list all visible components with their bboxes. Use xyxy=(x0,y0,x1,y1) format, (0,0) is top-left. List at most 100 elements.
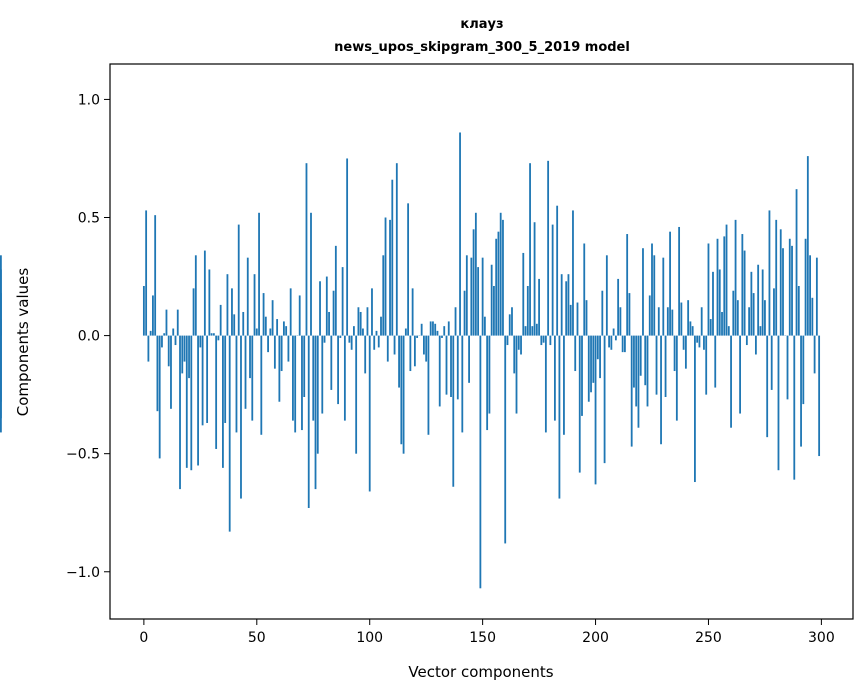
bar-40 xyxy=(233,314,236,336)
bar-126 xyxy=(427,335,430,435)
bar-107 xyxy=(384,217,387,336)
bar-47 xyxy=(249,335,251,379)
bar-76 xyxy=(314,335,317,490)
bar-44 xyxy=(242,311,245,336)
x-tick-label-300: 300 xyxy=(808,630,835,646)
bar-58 xyxy=(273,335,276,369)
bar-84 xyxy=(332,290,335,336)
bar-222 xyxy=(644,335,647,386)
bar-116 xyxy=(404,328,407,336)
bar-244 xyxy=(694,335,696,483)
bar-279 xyxy=(773,288,775,336)
bar-78 xyxy=(319,281,321,336)
bar-23 xyxy=(194,255,197,336)
bar-226 xyxy=(653,255,656,336)
bar-224 xyxy=(648,295,651,336)
bar-201 xyxy=(596,335,599,360)
bar-90 xyxy=(346,158,349,336)
x-tick-label-150: 150 xyxy=(469,630,496,646)
bar-246 xyxy=(698,335,701,348)
y-tick-label-1: −0.5 xyxy=(66,447,100,463)
bar-160 xyxy=(504,335,507,544)
bar-179 xyxy=(547,160,550,336)
bar-69 xyxy=(298,295,301,336)
bar-203 xyxy=(601,290,604,336)
y-tick-label-0: −1.0 xyxy=(66,565,100,581)
bar-59 xyxy=(276,319,279,336)
y-tick-label-4: 1.0 xyxy=(78,92,100,108)
bar-261 xyxy=(732,290,735,336)
bar-20 xyxy=(188,335,190,379)
bar-156 xyxy=(495,238,498,336)
bar-17 xyxy=(181,335,184,374)
bar-28 xyxy=(206,335,209,423)
bar-57 xyxy=(271,300,274,336)
bar-167 xyxy=(520,335,522,355)
bar-71 xyxy=(303,335,306,397)
bar-89 xyxy=(343,335,346,421)
bar-228 xyxy=(657,307,660,336)
bar-5 xyxy=(154,215,157,336)
bar-55 xyxy=(267,335,269,353)
bar-189 xyxy=(569,304,572,336)
bar-214 xyxy=(626,234,629,336)
bar-121 xyxy=(416,335,419,338)
y-axis-ticks: −1.0 −0.5 0.0 0.5 1.0 xyxy=(66,92,110,581)
bar-0 xyxy=(142,286,145,336)
bar-234 xyxy=(671,309,674,336)
bars-group xyxy=(0,132,821,589)
bar-211 xyxy=(619,307,622,336)
bar-178 xyxy=(544,335,547,433)
bar-298 xyxy=(815,257,818,336)
bar-295 xyxy=(809,255,811,336)
bar-110 xyxy=(391,179,394,336)
bar-39 xyxy=(231,288,233,336)
bar-272 xyxy=(757,264,760,336)
bar-26 xyxy=(201,335,204,426)
bar-136 xyxy=(450,335,452,397)
bar-217 xyxy=(633,335,635,388)
bar-196 xyxy=(585,300,588,336)
bar-292 xyxy=(802,335,805,405)
bar-32 xyxy=(215,335,218,449)
bar-286 xyxy=(788,238,791,336)
bar-288 xyxy=(793,335,796,480)
bar-257 xyxy=(723,236,726,336)
bar-191 xyxy=(574,335,577,372)
bar-242 xyxy=(689,321,692,336)
bar-86 xyxy=(337,335,339,405)
bar-83 xyxy=(330,335,333,390)
bar-164 xyxy=(513,335,516,374)
bar-24 xyxy=(197,335,199,466)
bar-296 xyxy=(811,297,814,336)
bar-274 xyxy=(761,269,764,336)
bar-206 xyxy=(608,335,610,348)
bar-233 xyxy=(669,231,671,336)
bar-230 xyxy=(662,257,665,336)
bar-91 xyxy=(348,335,351,343)
bar-147 xyxy=(474,212,477,336)
bar-198 xyxy=(590,335,592,393)
bar-172 xyxy=(531,326,534,336)
bar-87 xyxy=(339,335,342,338)
bar-14 xyxy=(174,335,177,346)
bar-278 xyxy=(770,335,773,390)
bar-35 xyxy=(222,335,224,468)
bar-82 xyxy=(328,311,330,336)
bar-175 xyxy=(538,278,540,336)
bar-182 xyxy=(553,335,556,421)
bar-137 xyxy=(452,335,455,487)
bar-197 xyxy=(587,335,590,402)
bar-94 xyxy=(355,335,358,454)
bar-180 xyxy=(549,335,552,346)
x-axis-label: Vector components xyxy=(408,663,553,681)
bar-29 xyxy=(208,269,211,336)
bar-252 xyxy=(712,271,714,336)
bar-245 xyxy=(696,335,699,343)
bar-243 xyxy=(691,326,694,336)
bar-151 xyxy=(483,316,486,336)
bar-213 xyxy=(624,335,626,353)
bar-64 xyxy=(287,335,290,362)
bar-144 xyxy=(468,335,470,383)
bar-62 xyxy=(282,321,285,336)
